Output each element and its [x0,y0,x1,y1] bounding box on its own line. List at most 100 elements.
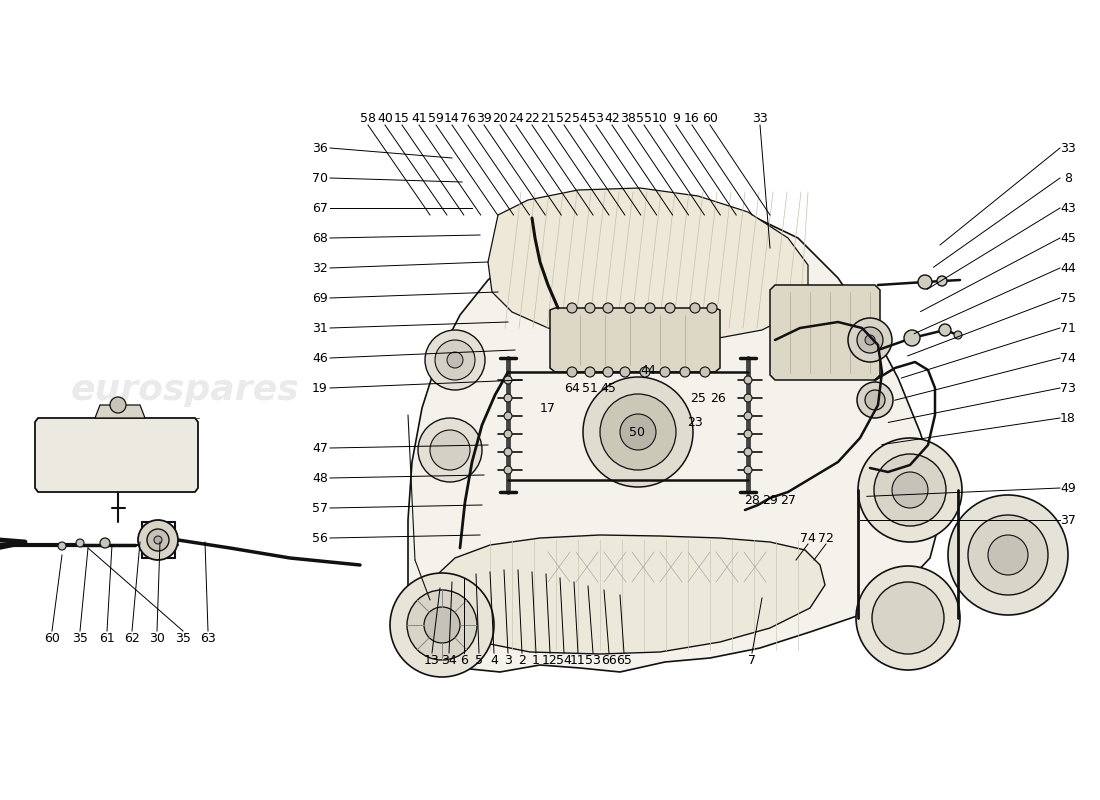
Text: 64: 64 [564,382,580,394]
Text: 47: 47 [312,442,328,454]
Text: 9: 9 [672,111,680,125]
Text: 32: 32 [312,262,328,274]
Circle shape [418,418,482,482]
Text: 10: 10 [652,111,668,125]
Circle shape [504,412,512,420]
Polygon shape [488,188,808,342]
Circle shape [892,472,928,508]
Circle shape [620,367,630,377]
Text: 43: 43 [1060,202,1076,214]
Circle shape [566,303,578,313]
Circle shape [583,377,693,487]
Circle shape [504,394,512,402]
Text: 33: 33 [752,111,768,125]
Circle shape [603,367,613,377]
Polygon shape [770,285,880,380]
Circle shape [76,539,84,547]
Text: 44: 44 [640,363,656,377]
Circle shape [744,412,752,420]
Text: 3: 3 [504,654,512,666]
Text: 6: 6 [460,654,467,666]
Circle shape [600,394,676,470]
Text: 29: 29 [762,494,778,506]
Text: 53: 53 [585,654,601,666]
Circle shape [904,330,920,346]
Circle shape [918,275,932,289]
Circle shape [504,376,512,384]
Text: 57: 57 [312,502,328,514]
Circle shape [680,367,690,377]
Text: 48: 48 [312,471,328,485]
Circle shape [447,352,463,368]
Circle shape [857,327,883,353]
Text: 46: 46 [312,351,328,365]
Circle shape [744,448,752,456]
Circle shape [640,367,650,377]
Circle shape [154,536,162,544]
Text: eurospares: eurospares [70,373,299,407]
Circle shape [585,367,595,377]
Text: 8: 8 [1064,171,1072,185]
Text: 60: 60 [44,631,59,645]
Text: 45: 45 [1060,231,1076,245]
Text: 20: 20 [492,111,508,125]
Text: 36: 36 [312,142,328,154]
Text: 45: 45 [601,382,616,394]
Circle shape [666,303,675,313]
Circle shape [948,495,1068,615]
Circle shape [390,573,494,677]
Text: 27: 27 [780,494,796,506]
Text: 35: 35 [175,631,191,645]
Text: 31: 31 [312,322,328,334]
Text: 74: 74 [1060,351,1076,365]
Text: 66: 66 [601,654,617,666]
Circle shape [939,324,952,336]
Circle shape [504,448,512,456]
Circle shape [645,303,654,313]
Text: 22: 22 [524,111,540,125]
Text: 53: 53 [588,111,604,125]
Text: 49: 49 [1060,482,1076,494]
Circle shape [110,397,126,413]
Polygon shape [408,202,940,672]
Circle shape [100,538,110,548]
Circle shape [707,303,717,313]
Text: 73: 73 [1060,382,1076,394]
Circle shape [848,318,892,362]
Circle shape [147,529,169,551]
Text: 44: 44 [1060,262,1076,274]
Circle shape [988,535,1028,575]
Text: 7: 7 [748,654,756,666]
Circle shape [425,330,485,390]
Text: 19: 19 [312,382,328,394]
Text: 15: 15 [394,111,410,125]
Text: 50: 50 [629,426,645,438]
Circle shape [424,607,460,643]
Polygon shape [95,405,145,418]
Polygon shape [35,418,198,492]
Text: 60: 60 [702,111,718,125]
Text: 1: 1 [532,654,540,666]
Text: 37: 37 [1060,514,1076,526]
Circle shape [858,438,962,542]
Text: 54: 54 [572,111,587,125]
Text: 70: 70 [312,171,328,185]
Circle shape [865,335,874,345]
Text: 71: 71 [1060,322,1076,334]
Text: 68: 68 [312,231,328,245]
Text: 58: 58 [360,111,376,125]
Circle shape [407,590,477,660]
Circle shape [660,367,670,377]
Text: 51: 51 [582,382,598,394]
Text: 23: 23 [688,415,703,429]
Text: 67: 67 [312,202,328,214]
Polygon shape [550,308,720,372]
Circle shape [504,466,512,474]
Circle shape [138,520,178,560]
Text: 14: 14 [444,111,460,125]
Circle shape [744,394,752,402]
Text: 25: 25 [690,391,706,405]
Circle shape [430,430,470,470]
Text: 42: 42 [604,111,620,125]
Text: 2: 2 [518,654,526,666]
